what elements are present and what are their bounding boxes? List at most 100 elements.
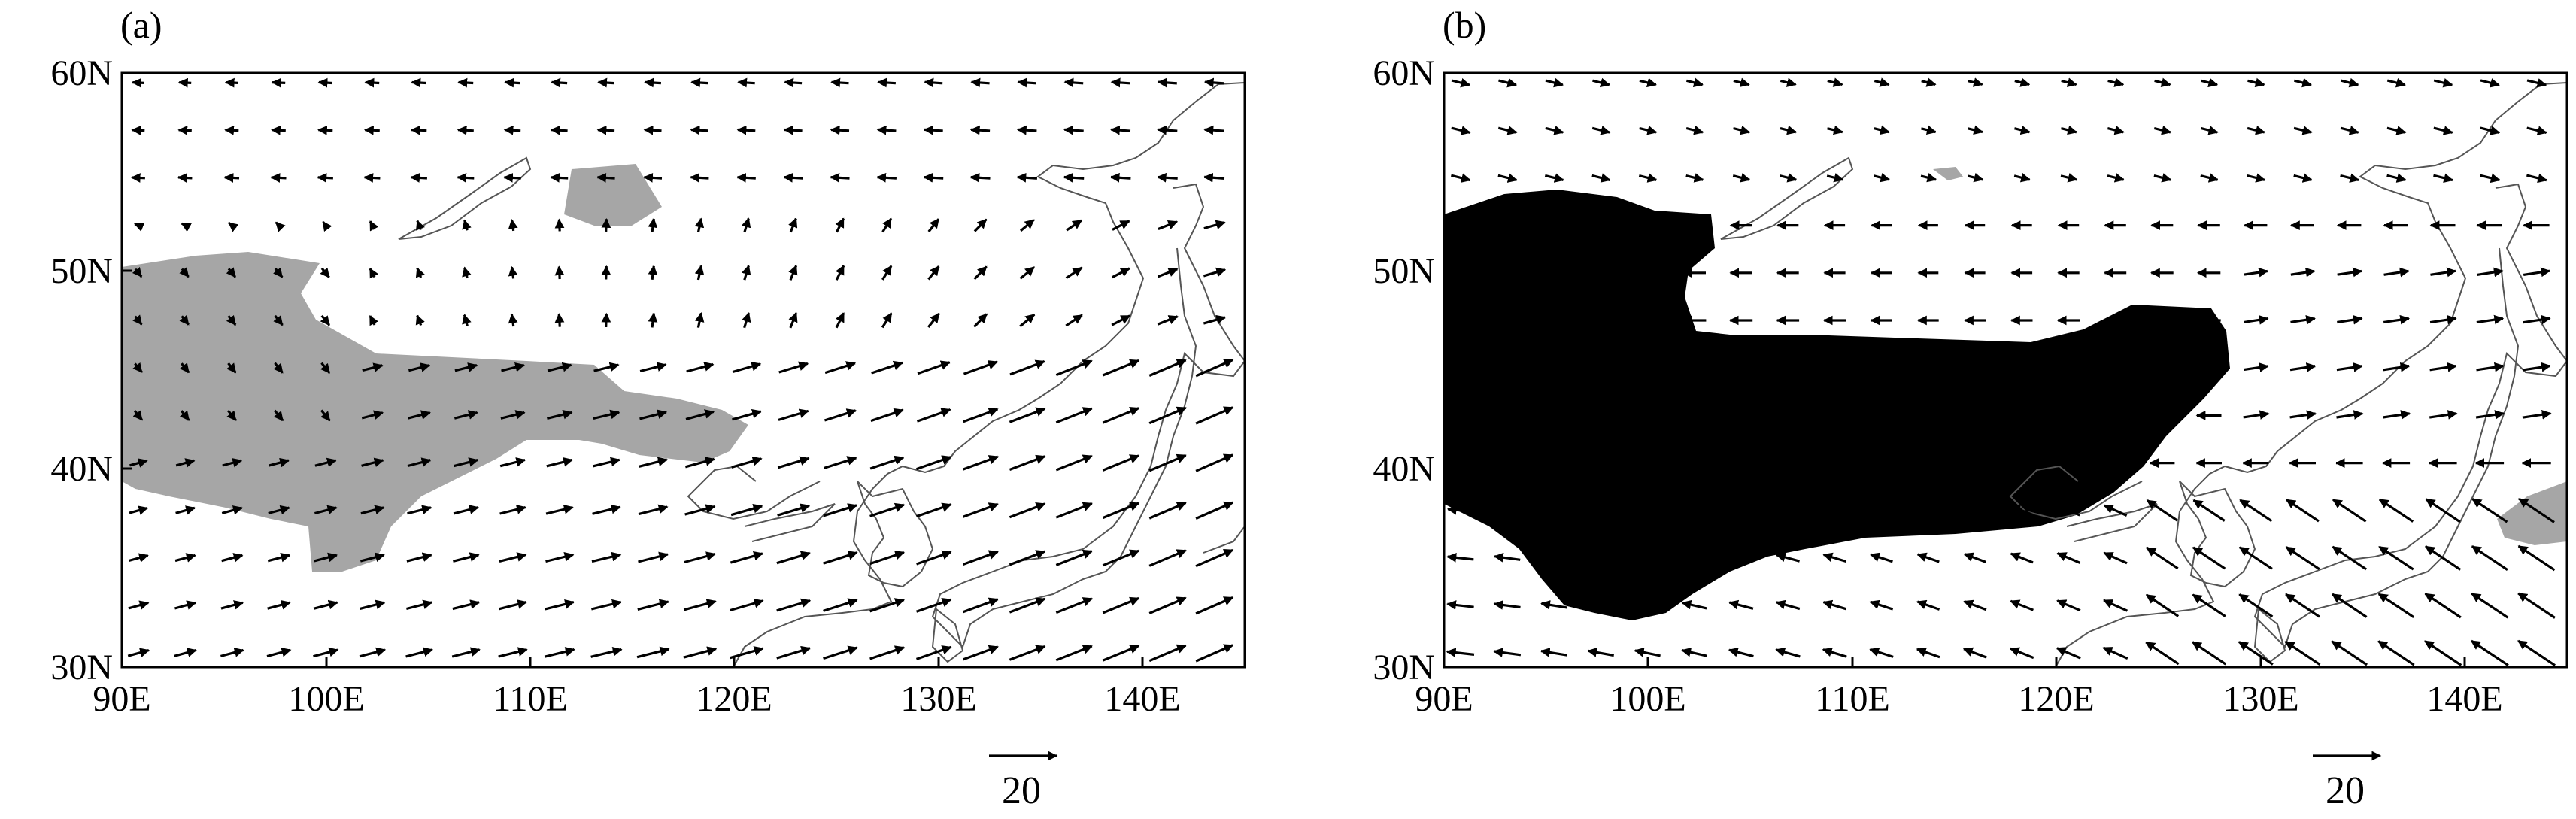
wind-vector — [643, 125, 662, 135]
coastline-korea — [857, 481, 934, 588]
wind-vector — [736, 125, 756, 135]
wind-vector — [1102, 454, 1140, 472]
wind-vector — [1148, 596, 1187, 614]
wind-vector — [1009, 359, 1045, 376]
coastline-baikal — [1720, 156, 1854, 240]
wind-vector — [363, 125, 380, 135]
wind-vector — [1203, 314, 1227, 325]
wind-vector — [823, 503, 858, 517]
wind-vector — [1963, 552, 1987, 563]
wind-vector — [2192, 546, 2226, 570]
wind-vector — [554, 218, 565, 232]
wind-vector — [1968, 125, 1984, 135]
wind-vector — [1453, 265, 1468, 281]
wind-vector — [226, 314, 237, 326]
wind-vector — [2332, 498, 2367, 523]
wind-vector — [2340, 126, 2359, 135]
wind-vector — [881, 312, 893, 329]
panel-label: (a) — [120, 4, 162, 46]
wind-vector — [2192, 641, 2227, 666]
wind-vector — [132, 314, 143, 326]
wind-vector — [2289, 410, 2317, 420]
wind-vector — [823, 598, 858, 612]
wind-vector — [2433, 173, 2454, 183]
wind-vector — [593, 409, 620, 420]
wind-vector — [500, 410, 526, 420]
wind-vector — [1728, 647, 1754, 658]
wind-vector — [174, 648, 197, 657]
wind-vector — [320, 362, 331, 374]
wind-vector — [1827, 125, 1843, 135]
wind-vector — [869, 455, 905, 470]
wind-vector — [1203, 267, 1227, 278]
wind-vector — [1500, 313, 1515, 328]
wind-vector — [597, 77, 614, 88]
wind-vector — [732, 408, 762, 421]
wind-vector — [360, 552, 385, 563]
wind-vector — [1547, 265, 1561, 280]
lon-tick-label: 120E — [696, 679, 772, 719]
wind-vector — [1592, 77, 1610, 88]
wind-vector — [408, 362, 431, 372]
reference-vector: 20 — [2313, 751, 2382, 812]
coastline-japan-honshu — [2253, 183, 2567, 648]
reference-vector-label: 20 — [2326, 769, 2365, 812]
wind-vector — [835, 217, 845, 233]
wind-vector — [2103, 551, 2128, 565]
wind-vector — [1203, 220, 1226, 230]
wind-vector — [313, 599, 338, 610]
wind-vector — [684, 504, 716, 516]
wind-vector — [1203, 125, 1224, 135]
wind-vector — [2377, 640, 2415, 666]
wind-vector — [501, 362, 525, 372]
wind-vector — [453, 552, 480, 563]
wind-vector — [690, 125, 708, 135]
wind-vector — [592, 504, 621, 515]
wind-vector — [1547, 313, 1561, 328]
wind-vector — [1732, 173, 1751, 183]
wind-vector — [915, 502, 952, 518]
wind-vector — [596, 125, 615, 135]
wind-vector — [1594, 265, 1608, 280]
wind-vector — [1195, 548, 1234, 568]
wind-vector — [1157, 315, 1179, 326]
wind-vector — [1453, 313, 1468, 328]
wind-vector — [2284, 640, 2321, 666]
wind-vector — [2056, 505, 2080, 517]
wind-vector — [824, 361, 857, 375]
wind-vector — [221, 505, 243, 515]
shading-layer — [122, 164, 748, 572]
wind-vector — [410, 173, 427, 183]
wind-vector — [1019, 313, 1036, 328]
wind-vector — [2430, 267, 2457, 278]
wind-vector — [457, 125, 474, 135]
wind-vector — [2290, 314, 2316, 325]
wind-vector — [1195, 501, 1234, 520]
wind-vector — [1055, 454, 1093, 472]
wind-vector — [2386, 77, 2406, 88]
wind-vector — [453, 505, 479, 515]
wind-vector — [408, 410, 431, 420]
wind-vector — [317, 173, 333, 183]
wind-vector — [179, 314, 190, 326]
wind-vector — [2102, 646, 2128, 660]
wind-vector — [1728, 599, 1754, 610]
wind-vector — [835, 312, 845, 329]
lon-tick-label: 100E — [1610, 679, 1685, 719]
wind-vector — [601, 218, 611, 232]
wind-vector — [499, 505, 526, 515]
wind-vector — [1019, 219, 1035, 232]
wind-vector — [499, 552, 527, 563]
wind-vector — [1157, 77, 1177, 88]
wind-vector — [637, 599, 669, 611]
wind-vector — [1065, 266, 1083, 280]
wind-vector — [643, 172, 663, 183]
wind-vector — [2477, 267, 2504, 278]
wind-vector — [407, 505, 432, 515]
wind-vector — [1874, 125, 1890, 135]
wind-vector — [2377, 593, 2415, 619]
panel-label: (b) — [1443, 4, 1486, 46]
wind-vector — [266, 648, 292, 658]
wind-vector — [593, 362, 620, 372]
wind-vector — [1869, 647, 1894, 658]
